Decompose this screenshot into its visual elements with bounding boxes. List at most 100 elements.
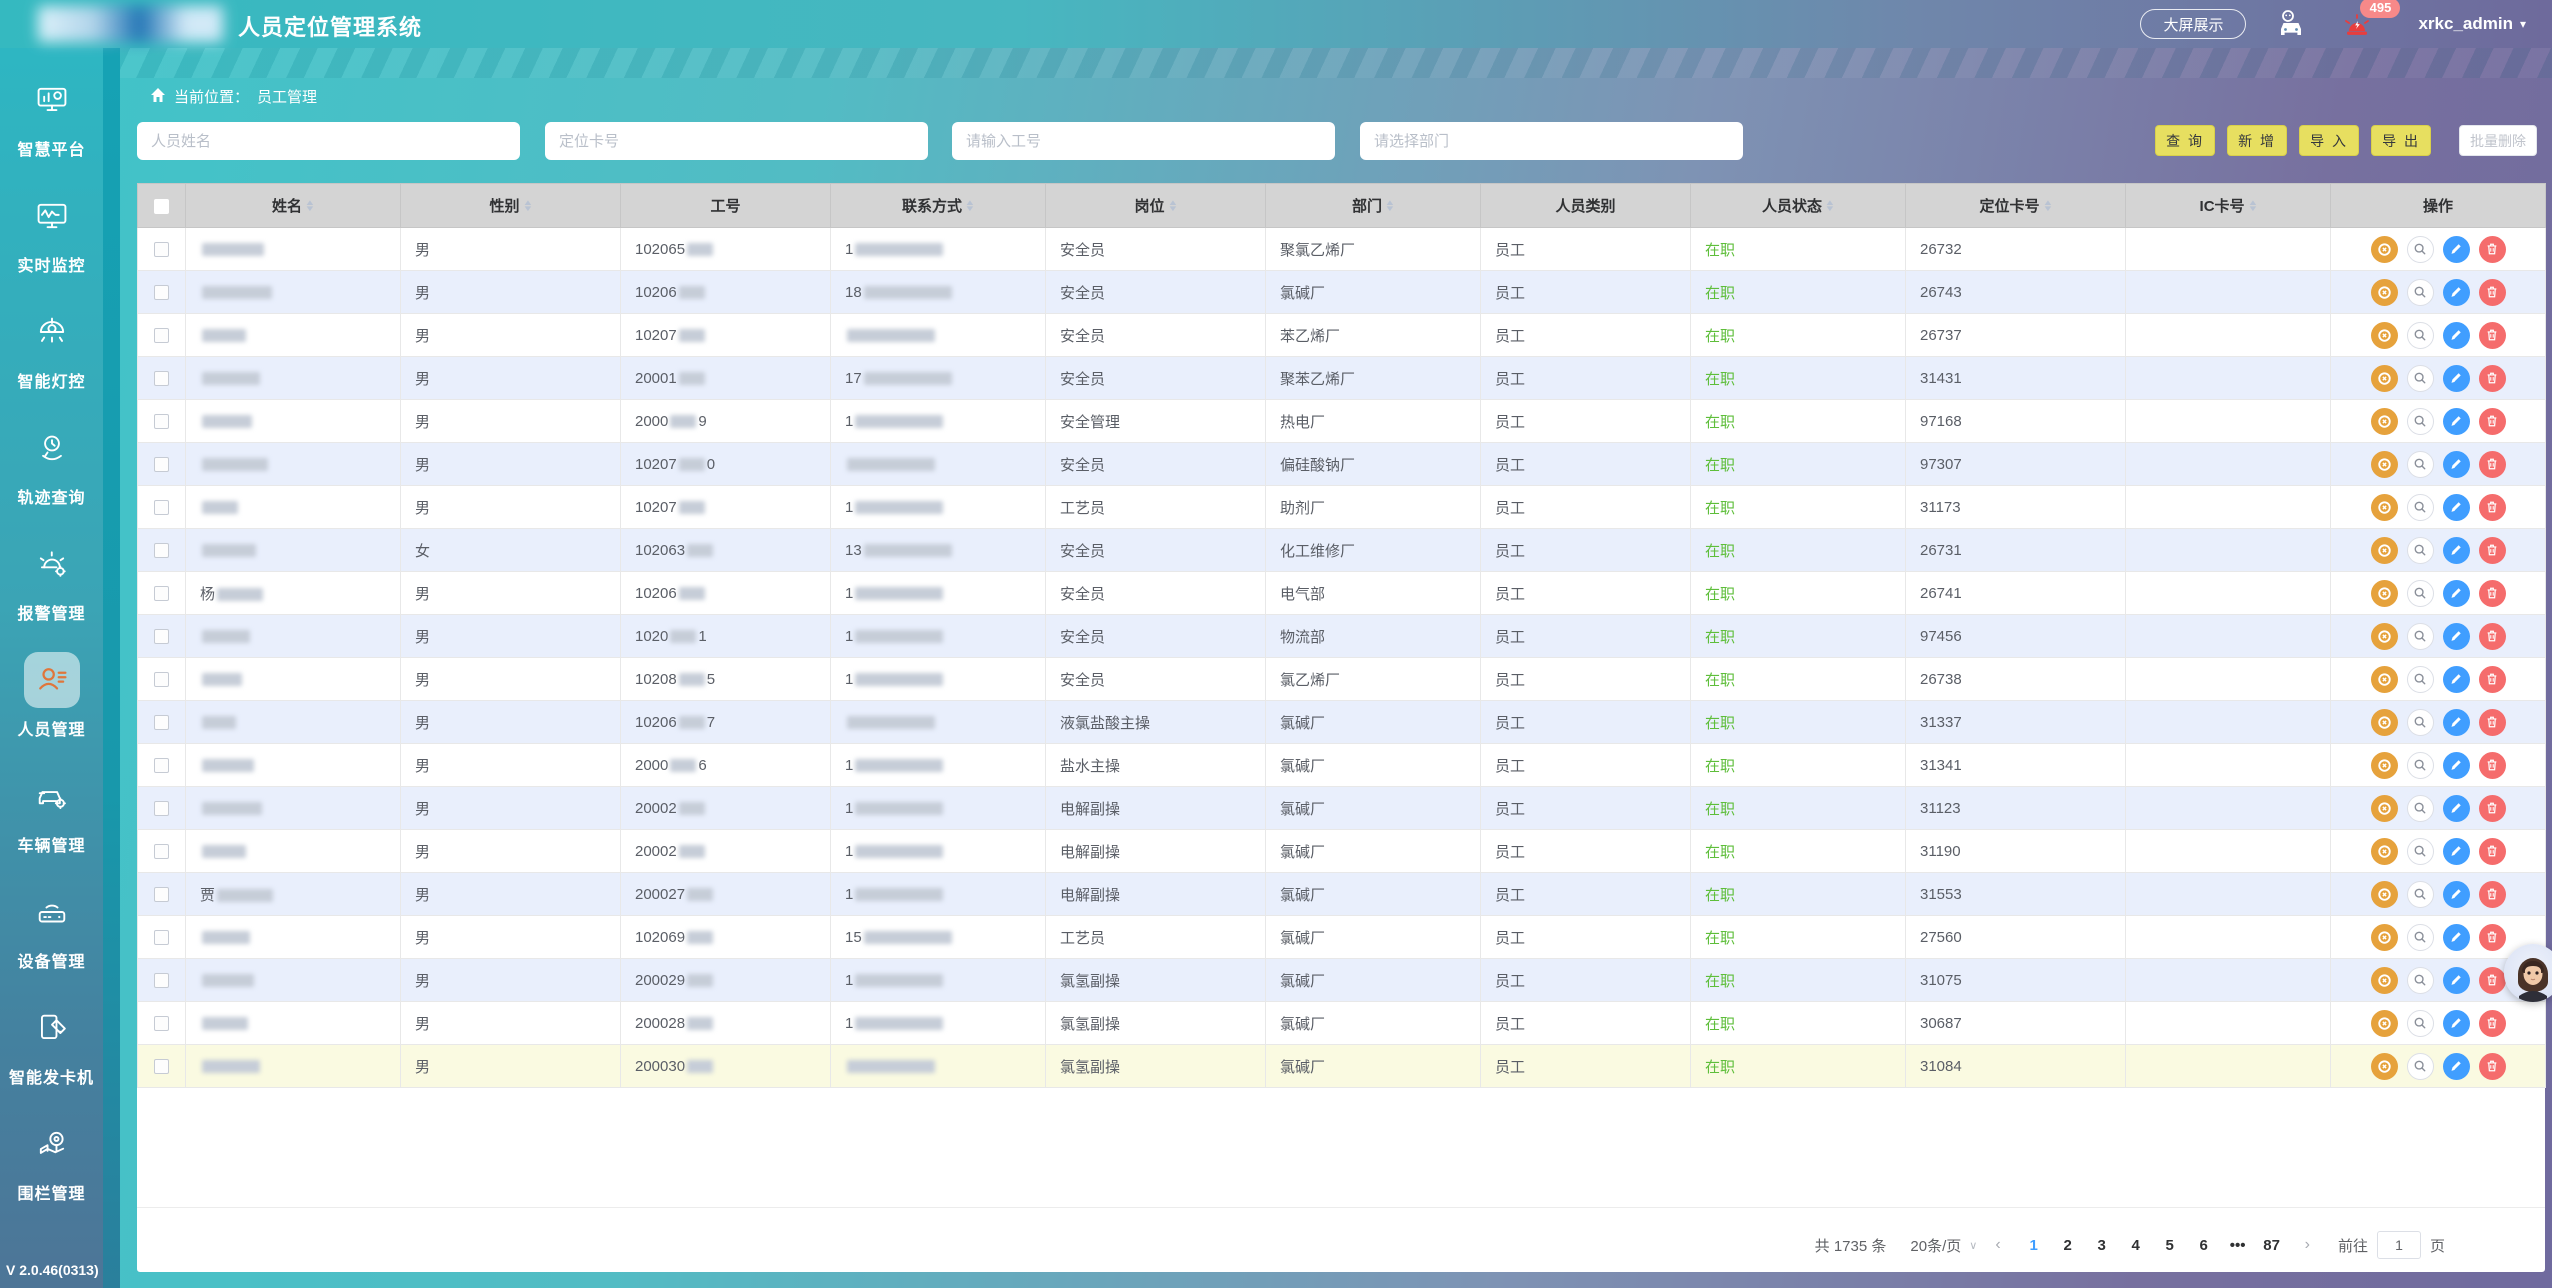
edit-action-button[interactable] xyxy=(2442,579,2470,607)
work-number-input[interactable] xyxy=(952,122,1335,160)
locate-action-button[interactable] xyxy=(2370,966,2398,994)
user-menu[interactable]: xrkc_admin ▾ xyxy=(2418,14,2526,34)
row-checkbox[interactable] xyxy=(154,543,169,559)
query-button[interactable]: 查 询 xyxy=(2155,125,2215,156)
view-action-button[interactable] xyxy=(2406,665,2434,693)
delete-action-button[interactable] xyxy=(2478,966,2506,994)
edit-action-button[interactable] xyxy=(2442,364,2470,392)
edit-action-button[interactable] xyxy=(2442,966,2470,994)
view-action-button[interactable] xyxy=(2406,235,2434,263)
view-action-button[interactable] xyxy=(2406,622,2434,650)
delete-action-button[interactable] xyxy=(2478,364,2506,392)
edit-action-button[interactable] xyxy=(2442,837,2470,865)
locate-action-button[interactable] xyxy=(2370,837,2398,865)
view-action-button[interactable] xyxy=(2406,278,2434,306)
delete-action-button[interactable] xyxy=(2478,794,2506,822)
sidebar-item-轨迹查询[interactable]: 轨迹查询 xyxy=(0,420,103,536)
goto-page-input[interactable] xyxy=(2376,1231,2421,1259)
sort-icon[interactable]: ▲ ▼ xyxy=(521,197,534,213)
prev-page-button[interactable]: ‹ xyxy=(1995,1236,2001,1253)
delete-action-button[interactable] xyxy=(2478,278,2506,306)
sort-icon[interactable]: ▲ ▼ xyxy=(304,197,316,213)
row-checkbox[interactable] xyxy=(154,371,169,387)
sort-icon[interactable]: ▲ ▼ xyxy=(1824,197,1836,213)
row-checkbox[interactable] xyxy=(154,586,169,602)
department-select[interactable] xyxy=(1360,122,1743,160)
locate-action-button[interactable] xyxy=(2370,708,2398,736)
column-header-部门[interactable]: 部门 ▲ ▼ xyxy=(1265,183,1481,228)
locate-action-button[interactable] xyxy=(2370,622,2398,650)
view-action-button[interactable] xyxy=(2406,794,2434,822)
locate-action-button[interactable] xyxy=(2370,364,2398,392)
locate-action-button[interactable] xyxy=(2370,278,2398,306)
page-number-2[interactable]: 2 xyxy=(2063,1236,2072,1254)
delete-action-button[interactable] xyxy=(2478,407,2506,435)
column-header-定位卡号[interactable]: 定位卡号 ▲ ▼ xyxy=(1905,183,2126,228)
row-checkbox[interactable] xyxy=(154,715,169,731)
delete-action-button[interactable] xyxy=(2478,751,2506,779)
column-header-岗位[interactable]: 岗位 ▲ ▼ xyxy=(1045,183,1266,228)
sort-icon[interactable]: ▲ ▼ xyxy=(1166,197,1179,213)
locate-action-button[interactable] xyxy=(2370,407,2398,435)
locate-action-button[interactable] xyxy=(2370,450,2398,478)
row-checkbox[interactable] xyxy=(154,500,169,516)
edit-action-button[interactable] xyxy=(2442,278,2470,306)
locate-action-button[interactable] xyxy=(2370,794,2398,822)
edit-action-button[interactable] xyxy=(2442,923,2470,951)
export-button[interactable]: 导 出 xyxy=(2371,125,2431,156)
delete-action-button[interactable] xyxy=(2478,235,2506,263)
locate-action-button[interactable] xyxy=(2370,1052,2398,1080)
sidebar-item-智能灯控[interactable]: 智能灯控 xyxy=(0,304,103,420)
column-header-人员状态[interactable]: 人员状态 ▲ ▼ xyxy=(1690,183,1906,228)
edit-action-button[interactable] xyxy=(2442,235,2470,263)
edit-action-button[interactable] xyxy=(2442,622,2470,650)
edit-action-button[interactable] xyxy=(2442,1009,2470,1037)
row-checkbox[interactable] xyxy=(154,844,169,860)
edit-action-button[interactable] xyxy=(2442,407,2470,435)
page-number-4[interactable]: 4 xyxy=(2131,1236,2140,1254)
locate-action-button[interactable] xyxy=(2370,579,2398,607)
import-button[interactable]: 导 入 xyxy=(2299,125,2359,156)
edit-action-button[interactable] xyxy=(2442,450,2470,478)
locate-card-input[interactable] xyxy=(545,122,928,160)
row-checkbox[interactable] xyxy=(154,887,169,903)
row-checkbox[interactable] xyxy=(154,1016,169,1032)
locate-action-button[interactable] xyxy=(2370,321,2398,349)
page-number-87[interactable]: 87 xyxy=(2263,1236,2280,1254)
delete-action-button[interactable] xyxy=(2478,321,2506,349)
view-action-button[interactable] xyxy=(2406,364,2434,392)
view-action-button[interactable] xyxy=(2406,579,2434,607)
view-action-button[interactable] xyxy=(2406,407,2434,435)
vehicle-monitor-icon[interactable] xyxy=(2276,7,2310,41)
more-pages-button[interactable]: ••• xyxy=(2229,1236,2246,1254)
sidebar-item-智能发卡机[interactable]: 智能发卡机 xyxy=(0,1000,103,1116)
delete-action-button[interactable] xyxy=(2478,1052,2506,1080)
row-checkbox[interactable] xyxy=(154,930,169,946)
next-page-button[interactable]: › xyxy=(2304,1236,2310,1253)
person-name-input[interactable] xyxy=(137,122,520,160)
locate-action-button[interactable] xyxy=(2370,1009,2398,1037)
locate-action-button[interactable] xyxy=(2370,923,2398,951)
row-checkbox[interactable] xyxy=(154,414,169,430)
view-action-button[interactable] xyxy=(2406,536,2434,564)
row-checkbox[interactable] xyxy=(154,1059,169,1075)
delete-action-button[interactable] xyxy=(2478,622,2506,650)
delete-action-button[interactable] xyxy=(2478,923,2506,951)
view-action-button[interactable] xyxy=(2406,837,2434,865)
alarm-icon[interactable]: 495 xyxy=(2340,0,2401,41)
page-size-select[interactable]: 20条/页 ∨ xyxy=(1910,1237,1978,1255)
locate-action-button[interactable] xyxy=(2370,536,2398,564)
delete-action-button[interactable] xyxy=(2478,837,2506,865)
row-checkbox[interactable] xyxy=(154,672,169,688)
page-number-1[interactable]: 1 xyxy=(2029,1236,2038,1254)
sort-icon[interactable]: ▲ ▼ xyxy=(1384,197,1396,213)
view-action-button[interactable] xyxy=(2406,493,2434,521)
row-checkbox[interactable] xyxy=(154,801,169,817)
column-header-性别[interactable]: 性别 ▲ ▼ xyxy=(400,183,621,228)
big-screen-button[interactable]: 大屏展示 xyxy=(2140,9,2247,39)
page-number-5[interactable]: 5 xyxy=(2165,1236,2174,1254)
sidebar-item-人员管理[interactable]: 人员管理 xyxy=(0,652,103,768)
row-checkbox[interactable] xyxy=(154,242,169,258)
row-checkbox[interactable] xyxy=(154,457,169,473)
column-header-联系方式[interactable]: 联系方式 ▲ ▼ xyxy=(830,183,1046,228)
